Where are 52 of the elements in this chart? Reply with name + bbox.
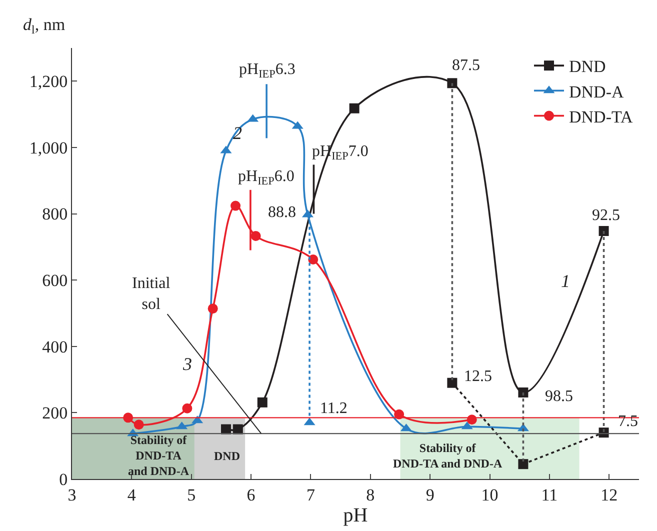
point <box>447 378 458 388</box>
point <box>208 304 218 314</box>
point <box>447 78 458 88</box>
x-tick-label: 7 <box>306 485 316 504</box>
annotation: 7.5 <box>618 413 638 430</box>
legend-label: DND-TA <box>569 107 634 126</box>
annotation: pH$_{IEP}$6.0 <box>238 168 294 188</box>
annotation: 88.8 <box>268 204 296 221</box>
point <box>598 226 609 236</box>
x-tick-label: 5 <box>187 485 196 504</box>
x-tick-label: 8 <box>366 485 375 504</box>
point <box>232 424 243 434</box>
y-tick-label: 0 <box>59 470 68 489</box>
x-tick-label: 11 <box>541 485 558 504</box>
x-tick-label: 9 <box>426 485 434 504</box>
y-tick-label: 600 <box>42 271 68 290</box>
annotation: 98.5 <box>545 388 573 405</box>
band-label: DND <box>214 449 240 463</box>
band-label: Stability of DND-TA and DND-A <box>128 433 190 478</box>
point <box>134 420 144 430</box>
annotation: 3 <box>182 354 192 374</box>
annotation: 11.2 <box>320 400 348 417</box>
y-axis-title: d$_{l}$, nm <box>23 15 66 37</box>
point <box>257 397 268 408</box>
annotation: 92.5 <box>592 207 620 224</box>
y-tick-label: 400 <box>42 337 68 356</box>
point <box>349 103 360 114</box>
y-tick-label: 200 <box>42 404 68 423</box>
legend-label: DND-A <box>569 82 624 102</box>
y-tick-label: 1,000 <box>29 138 68 158</box>
point <box>182 403 192 414</box>
point <box>250 230 261 241</box>
x-tick-label: 3 <box>68 485 76 504</box>
legend-label: DND <box>569 57 606 76</box>
annotation: pH$_{IEP}$6.3 <box>239 61 296 80</box>
x-tick-label: 12 <box>600 485 618 504</box>
y-tick-label: 1,200 <box>29 72 68 92</box>
point <box>308 254 318 265</box>
annotation: 1 <box>561 271 570 291</box>
point <box>220 424 231 434</box>
x-tick-label: 4 <box>127 485 136 504</box>
annotation: 87.5 <box>452 57 480 74</box>
x-axis-title: pH <box>343 504 368 526</box>
annotation: Initial sol <box>132 275 171 313</box>
point <box>518 387 528 398</box>
annotation: 12.5 <box>464 368 492 385</box>
point <box>230 200 241 211</box>
x-tick-label: 10 <box>481 485 498 504</box>
x-tick-label: 6 <box>246 485 256 504</box>
point <box>518 459 528 470</box>
y-tick-label: 800 <box>42 204 68 224</box>
band-label: Stability of DND-TA and DND-A <box>393 441 502 471</box>
